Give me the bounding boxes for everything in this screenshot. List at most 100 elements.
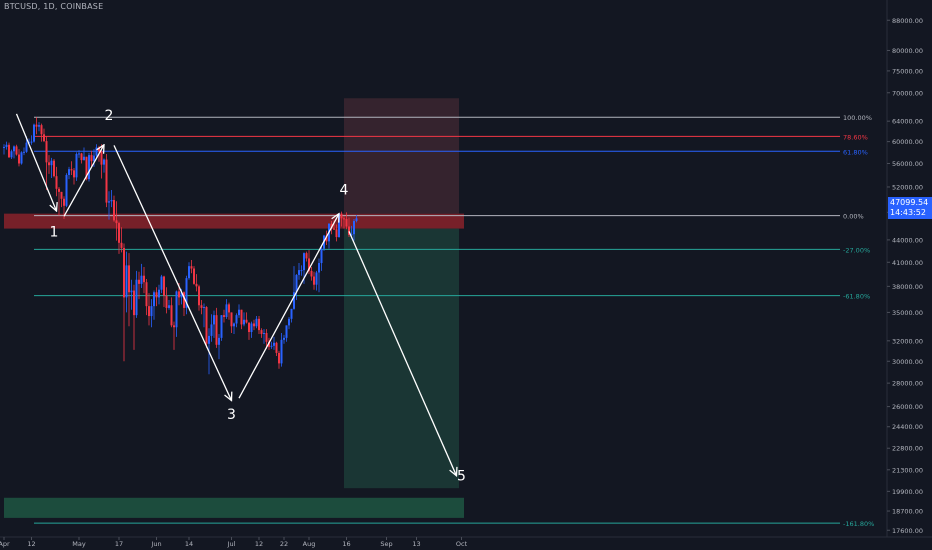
candle xyxy=(5,141,8,150)
candle xyxy=(105,154,108,208)
candle-body xyxy=(240,309,243,325)
candle xyxy=(275,341,278,357)
candle-body xyxy=(188,266,190,279)
candle xyxy=(195,274,198,292)
candle xyxy=(135,270,138,318)
candle-body xyxy=(105,159,108,203)
candle xyxy=(293,266,295,310)
candle-body xyxy=(138,279,140,284)
candle-body xyxy=(80,153,83,161)
candle xyxy=(253,319,255,331)
candle-body xyxy=(235,315,238,324)
candle xyxy=(210,314,213,342)
candle xyxy=(215,307,218,348)
candle-body xyxy=(20,152,23,164)
candle-body xyxy=(58,188,60,192)
wave-arrow xyxy=(15,113,57,211)
price-tick-label: 70000.00 xyxy=(892,89,923,97)
candle-body xyxy=(230,312,233,327)
candle xyxy=(328,223,330,249)
candle-body xyxy=(140,275,143,284)
candle-body xyxy=(73,170,75,178)
candle xyxy=(318,258,320,293)
price-tick-label: 80000.00 xyxy=(892,47,923,55)
candle xyxy=(198,284,200,311)
candle-body xyxy=(90,155,93,162)
candle xyxy=(138,271,140,300)
candle xyxy=(163,275,165,308)
candle-body xyxy=(50,160,53,166)
candle xyxy=(65,173,68,208)
candle xyxy=(243,312,245,327)
candle xyxy=(335,224,338,242)
candle xyxy=(153,290,155,320)
candle-body xyxy=(305,253,308,259)
candle xyxy=(125,251,128,313)
price-tick-label: 19900.00 xyxy=(892,488,923,496)
candle-body xyxy=(300,270,303,272)
price-tick-label: 52000.00 xyxy=(892,183,923,191)
candle xyxy=(248,322,250,340)
candle-body xyxy=(253,323,255,327)
candle xyxy=(220,315,223,341)
candle xyxy=(83,147,85,161)
candle-body xyxy=(315,272,318,285)
candle xyxy=(353,219,355,241)
candle xyxy=(50,157,53,178)
candle-body xyxy=(168,305,170,308)
candle xyxy=(310,266,313,281)
candle xyxy=(288,316,290,330)
candle xyxy=(355,214,358,223)
candle xyxy=(113,195,115,222)
candle-body xyxy=(268,341,270,347)
candle-body xyxy=(43,134,45,142)
candle-body xyxy=(95,147,98,156)
time-tick-label: 14 xyxy=(185,540,193,548)
candle-body xyxy=(283,337,285,340)
price-tick-label: 32000.00 xyxy=(892,337,923,345)
candle xyxy=(70,161,73,176)
candle xyxy=(203,303,205,328)
candle xyxy=(223,309,225,323)
candle xyxy=(55,166,58,197)
candle-body xyxy=(55,176,58,189)
candle xyxy=(143,266,145,294)
price-tick-label: 60000.00 xyxy=(892,138,923,146)
candle-body xyxy=(295,274,298,293)
candle-body xyxy=(63,198,65,206)
candle xyxy=(103,158,105,173)
candle xyxy=(133,284,135,350)
candle xyxy=(188,262,190,280)
candle xyxy=(298,263,300,280)
candle-body xyxy=(243,319,245,325)
candle-body xyxy=(15,146,18,155)
candle-body xyxy=(45,141,48,163)
candle xyxy=(78,150,80,158)
candle xyxy=(193,266,195,285)
candle xyxy=(60,191,63,208)
symbol-title: BTCUSD, 1D, COINBASE xyxy=(4,2,104,11)
candle-body xyxy=(343,218,345,220)
candle-body xyxy=(118,223,120,243)
candle-body xyxy=(48,162,50,166)
candle xyxy=(185,275,188,315)
candle-body xyxy=(215,315,218,345)
candle xyxy=(165,287,168,314)
candle-body xyxy=(228,304,230,313)
candle-body xyxy=(35,124,38,127)
candle-body xyxy=(88,155,90,180)
candle-body xyxy=(110,200,113,202)
candle-body xyxy=(198,286,200,306)
price-tick-label: 44000.00 xyxy=(892,236,923,244)
candle xyxy=(173,321,175,350)
price-tick-label: 35000.00 xyxy=(892,309,923,317)
candle-body xyxy=(68,169,70,176)
time-tick-label: 13 xyxy=(412,540,420,548)
candle xyxy=(58,186,60,216)
candle xyxy=(175,290,178,337)
candle-body xyxy=(318,263,320,273)
candle-body xyxy=(153,292,155,307)
candle-body xyxy=(65,175,68,206)
